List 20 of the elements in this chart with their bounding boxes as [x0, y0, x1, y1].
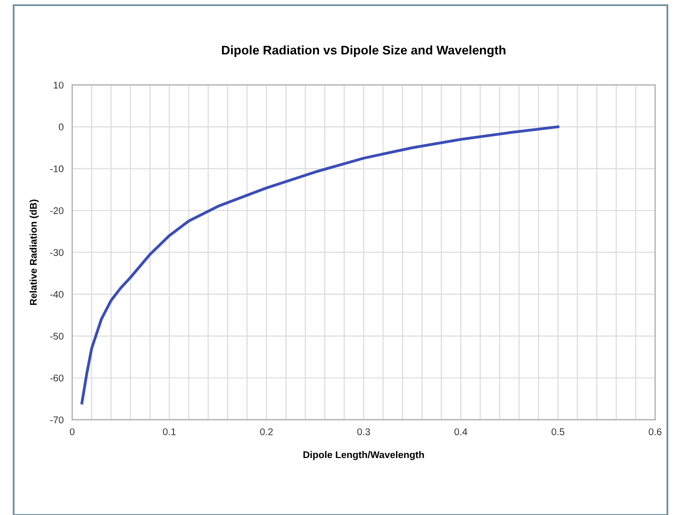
x-tick-label: 0.1	[162, 428, 176, 436]
x-tick-label: 0.3	[357, 428, 370, 436]
y-tick-label: -10	[50, 165, 64, 172]
x-axis-title: Dipole Length/Wavelength	[303, 451, 424, 460]
y-tick-label: -50	[50, 332, 64, 340]
x-tick-label: 0.5	[552, 428, 564, 436]
y-tick-label: -20	[50, 207, 64, 214]
x-tick-label: 0.4	[454, 428, 468, 436]
y-axis-title: Relative Radiation (dB)	[30, 200, 39, 305]
y-tick-label: -70	[50, 416, 64, 424]
y-tick-label: 0	[58, 124, 64, 130]
x-tick-label: 0.2	[260, 428, 273, 436]
y-tick-label: -60	[50, 374, 64, 382]
x-tick-label: 0.6	[648, 428, 662, 436]
y-tick-label: 10	[54, 82, 64, 89]
line-series	[80, 125, 560, 404]
chart-title: Dipole Radiation vs Dipole Size and Wavelength	[222, 45, 506, 58]
y-tick-label: -40	[50, 290, 64, 298]
x-tick-label: 0	[70, 428, 75, 436]
y-tick-label: -30	[50, 249, 64, 256]
